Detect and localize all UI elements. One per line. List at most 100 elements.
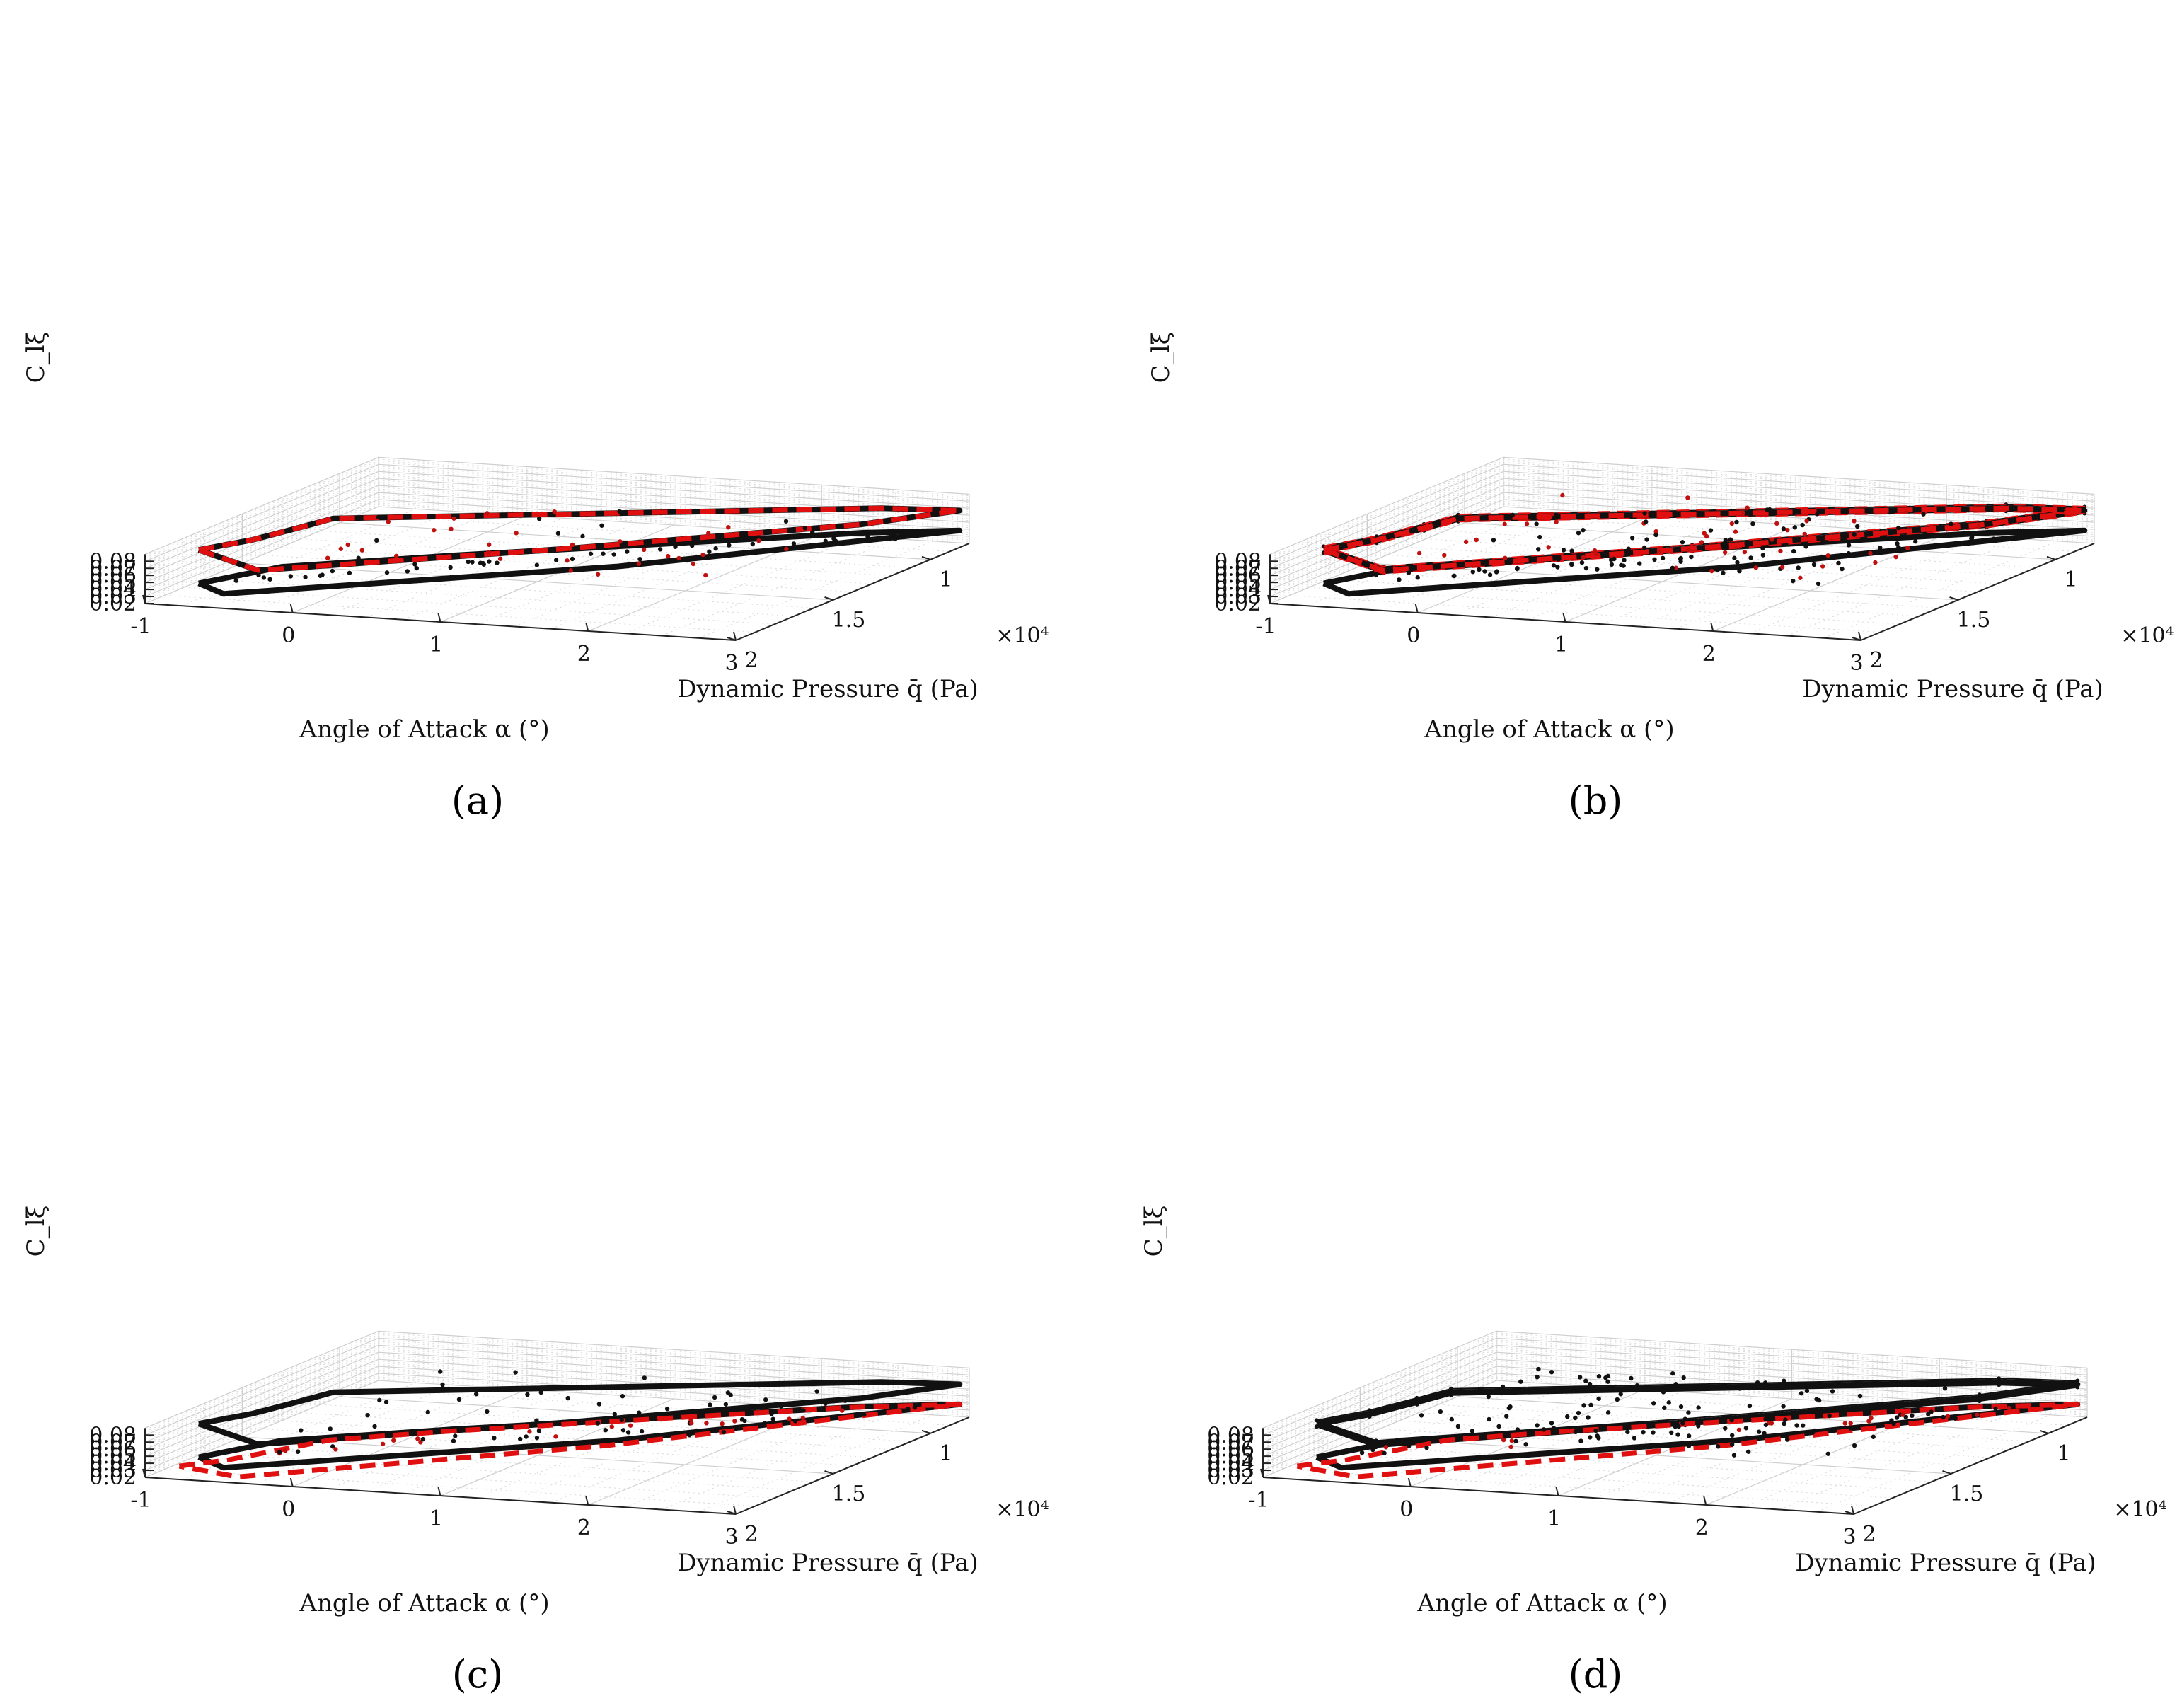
lower-data-point	[288, 574, 294, 579]
upper-data-point	[1949, 521, 1953, 526]
upper-data-point	[1676, 1424, 1681, 1429]
upper-data-point	[1686, 548, 1691, 553]
grid-floor-y	[242, 1436, 833, 1475]
upper-red-envelope	[197, 505, 962, 573]
lower-data-point	[713, 546, 718, 551]
upper-data-point	[1815, 512, 1820, 517]
upper-data-point	[1722, 550, 1728, 555]
upper-data-point	[1781, 526, 1786, 531]
z-tick-label: 0.02	[89, 1465, 137, 1490]
z-tick-label: 0.06	[89, 1437, 137, 1462]
lower-data-point	[1579, 560, 1585, 565]
upper-data-point	[1802, 531, 1807, 537]
x-tick-mark	[1703, 1496, 1707, 1506]
upper-data-point	[1491, 538, 1496, 543]
lower-data-point	[609, 1424, 614, 1429]
lower-data-point	[1794, 1423, 1799, 1428]
upper-data-point	[1601, 1423, 1606, 1429]
lower-data-point	[1896, 545, 1901, 550]
x-tick-mark	[1555, 1487, 1559, 1496]
upper-data-point	[570, 542, 575, 548]
upper-data-point	[1653, 529, 1658, 534]
upper-data-point	[1496, 1424, 1501, 1429]
upper-data-point	[1661, 1390, 1666, 1395]
upper-data-point	[1549, 512, 1554, 517]
upper-data-point	[1587, 1381, 1593, 1387]
z-tick-label: 0.04	[1214, 577, 1262, 602]
y-tick-label: 2	[1862, 1522, 1876, 1547]
upper-data-point	[595, 572, 601, 577]
upper-data-point	[565, 1395, 571, 1401]
upper-data-point	[636, 1410, 642, 1415]
lower-data-point	[283, 1448, 288, 1453]
upper-data-point	[383, 1400, 389, 1404]
upper-data-point	[843, 1398, 848, 1403]
panel-label-d: (d)	[1569, 1652, 1623, 1697]
upper-data-point	[486, 549, 491, 555]
lower-data-point	[628, 1423, 633, 1428]
upper-data-point	[641, 547, 647, 553]
grid-floor-x	[329, 517, 564, 616]
upper-data-point	[1816, 581, 1821, 587]
lower-data-point	[791, 541, 797, 546]
upper-data-point	[1830, 1389, 1835, 1394]
lower-data-point	[495, 560, 500, 565]
upper-data-point	[1782, 1378, 1786, 1383]
grid-floor-x	[1447, 1391, 1682, 1489]
lower-data-point	[912, 1404, 918, 1410]
upper-data-point	[1536, 1366, 1541, 1372]
upper-data-point	[1666, 1400, 1671, 1405]
upper-data-point	[497, 556, 503, 561]
upper-data-point	[1721, 570, 1726, 575]
lower-data-point	[480, 560, 485, 566]
z-axis-label: C_lξ	[22, 332, 50, 383]
lower-data-point	[1482, 569, 1487, 574]
upper-data-point	[809, 529, 815, 535]
grid-floor-y	[1360, 1436, 1951, 1475]
lower-data-point	[1723, 1426, 1728, 1431]
z-tick-label: 0.04	[1207, 1451, 1254, 1476]
lower-data-point	[1878, 545, 1883, 550]
lower-data-point	[1509, 1438, 1514, 1443]
upper-data-point	[1535, 1375, 1540, 1380]
upper-data-point	[1733, 529, 1738, 534]
upper-data-point	[1696, 1405, 1701, 1410]
upper-data-point	[1656, 549, 1662, 554]
upper-boundary-thin	[198, 507, 961, 571]
upper-data-point	[1903, 509, 1909, 514]
upper-data-point	[1889, 1402, 1894, 1407]
x-tick-label: -1	[1248, 1488, 1269, 1513]
upper-data-point	[721, 1429, 727, 1435]
lower-data-point	[1632, 1436, 1637, 1441]
lower-data-point	[518, 1436, 523, 1442]
lower-data-point	[1769, 1421, 1774, 1426]
upper-data-point	[1561, 548, 1566, 553]
y-tick-label: 1.5	[832, 1482, 866, 1506]
upper-data-point	[792, 1419, 798, 1424]
x-tick-label: 2	[577, 1516, 591, 1540]
x-tick-label: 1	[1547, 1506, 1561, 1531]
lower-data-point	[1732, 555, 1737, 560]
upper-data-point	[1651, 1401, 1656, 1406]
upper-data-point	[1576, 531, 1581, 536]
lower-data-point	[1866, 1419, 1871, 1424]
upper-data-point	[1873, 560, 1878, 565]
upper-data-point	[1625, 1429, 1630, 1435]
x-tick-label: 0	[1399, 1497, 1413, 1522]
lower-data-point	[524, 1434, 529, 1439]
z-tick-label: 0.05	[1214, 570, 1262, 595]
x-tick-mark	[1414, 604, 1419, 613]
z-tick-label: 0.08	[89, 549, 137, 574]
upper-data-point	[1515, 1427, 1520, 1432]
upper-data-point	[1737, 1386, 1743, 1391]
upper-data-point	[534, 1418, 539, 1423]
upper-data-point	[1608, 558, 1614, 562]
grid-minor-z	[1269, 504, 2095, 602]
upper-data-point	[1673, 1424, 1678, 1429]
upper-data-point	[636, 561, 642, 566]
upper-data-point	[514, 531, 519, 536]
upper-data-point	[568, 568, 574, 573]
x-tick-label: 3	[1849, 651, 1863, 676]
lower-data-point	[1382, 1450, 1387, 1455]
x-tick-mark	[733, 631, 737, 641]
